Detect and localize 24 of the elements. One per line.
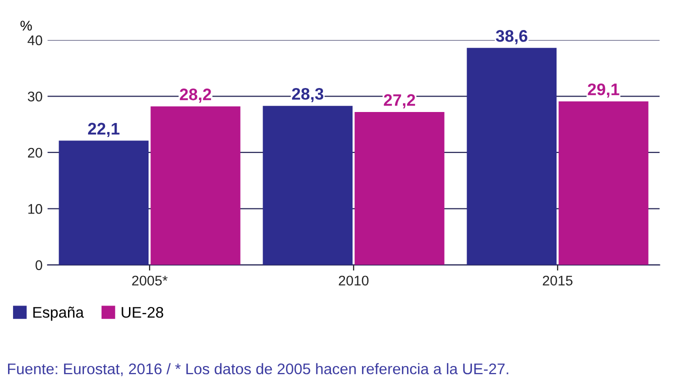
x-tick-label: 2015 — [542, 276, 572, 286]
x-tick-label: 2010 — [338, 276, 369, 286]
data-label: 28,3 — [292, 88, 324, 102]
data-label: 38,6 — [496, 30, 528, 44]
bar — [466, 48, 557, 265]
data-label: 28,2 — [180, 88, 212, 103]
data-label: 22,1 — [88, 122, 120, 138]
legend-label: España — [33, 306, 84, 321]
bar — [354, 112, 444, 265]
legend-label: UE-28 — [122, 306, 164, 318]
y-tick-label: 30 — [28, 92, 42, 102]
x-tick-label: 2005* — [132, 276, 168, 286]
y-axis-title: % — [20, 20, 32, 31]
bar — [262, 106, 353, 265]
y-tick-label: 40 — [28, 35, 42, 46]
source-note: Fuente: Eurostat, 2016 / * Los datos de 2005 hacen referencia a la UE-27. — [8, 363, 508, 376]
bar — [150, 106, 240, 265]
y-tick-label: 0 — [36, 260, 42, 270]
data-label: 27,2 — [384, 94, 416, 108]
bar — [58, 140, 149, 265]
bar — [558, 101, 648, 265]
y-tick-label: 20 — [28, 148, 42, 158]
y-tick-label: 10 — [28, 204, 42, 214]
data-label: 29,1 — [588, 83, 620, 98]
